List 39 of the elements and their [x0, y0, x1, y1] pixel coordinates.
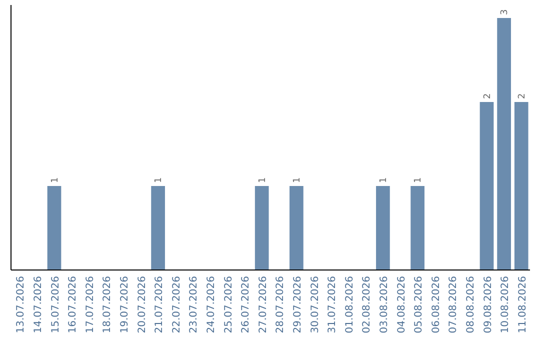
x-tick-label: 06.08.2026 — [430, 276, 442, 334]
x-tick-label: 11.08.2026 — [517, 276, 528, 334]
x-tick-label: 26.07.2026 — [240, 276, 252, 334]
data-label: 1 — [50, 177, 60, 183]
x-tick-label: 05.08.2026 — [414, 276, 425, 334]
x-tick-label: 18.07.2026 — [102, 276, 114, 334]
data-label: 1 — [258, 177, 268, 183]
x-tick-label: 22.07.2026 — [171, 276, 182, 334]
x-tick-label: 03.08.2026 — [378, 276, 390, 334]
x-tick-label: 09.08.2026 — [482, 276, 494, 334]
x-tick-label: 02.08.2026 — [362, 276, 373, 334]
data-label: 1 — [414, 177, 424, 183]
x-tick-label: 24.07.2026 — [206, 276, 217, 334]
x-tick-label: 04.08.2026 — [396, 276, 408, 334]
x-tick-label: 28.07.2026 — [275, 276, 286, 334]
x-tick-label: 17.07.2026 — [84, 276, 96, 334]
x-tick-label: 01.08.2026 — [344, 276, 356, 334]
x-tick-label: 14.07.2026 — [32, 276, 44, 334]
x-tick-label: 30.07.2026 — [310, 276, 321, 334]
x-tick-label: 07.08.2026 — [448, 276, 460, 334]
x-tick-label: 20.07.2026 — [136, 276, 148, 334]
x-tick-label: 16.07.2026 — [68, 276, 79, 334]
x-tick-label: 15.07.2026 — [50, 276, 62, 334]
x-tick-label: 31.07.2026 — [327, 276, 338, 334]
data-label: 1 — [292, 177, 302, 183]
data-label: 3 — [500, 9, 510, 15]
x-tick-label: 08.08.2026 — [465, 276, 476, 334]
x-tick-label: 13.07.2026 — [16, 276, 27, 334]
x-tick-label: 10.08.2026 — [500, 276, 512, 334]
x-tick-label: 25.07.2026 — [223, 276, 234, 334]
x-tick-label: 23.07.2026 — [188, 276, 200, 334]
data-label: 1 — [378, 177, 389, 183]
x-tick-label: 21.07.2026 — [154, 276, 166, 334]
data-label: 1 — [154, 177, 164, 183]
x-tick-label: 19.07.2026 — [119, 276, 130, 334]
x-tick-label: 27.07.2026 — [258, 276, 269, 334]
x-tick-label: 29.07.2026 — [292, 276, 304, 334]
data-label: 2 — [482, 93, 493, 99]
data-label: 2 — [517, 93, 528, 99]
